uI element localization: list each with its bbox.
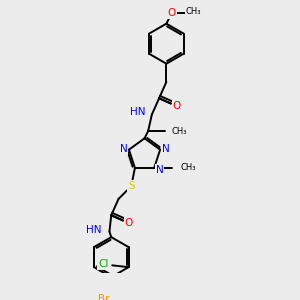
Text: Br: Br: [98, 294, 110, 300]
Text: HN: HN: [130, 107, 146, 117]
Text: CH₃: CH₃: [185, 7, 201, 16]
Text: N: N: [120, 144, 128, 154]
Text: N: N: [162, 144, 170, 154]
Text: O: O: [168, 8, 176, 18]
Text: O: O: [172, 101, 181, 111]
Text: CH₃: CH₃: [181, 164, 196, 172]
Text: HN: HN: [86, 225, 101, 235]
Text: N: N: [156, 165, 164, 175]
Text: S: S: [128, 181, 135, 191]
Text: O: O: [124, 218, 133, 228]
Text: Cl: Cl: [98, 260, 109, 269]
Text: CH₃: CH₃: [172, 127, 187, 136]
